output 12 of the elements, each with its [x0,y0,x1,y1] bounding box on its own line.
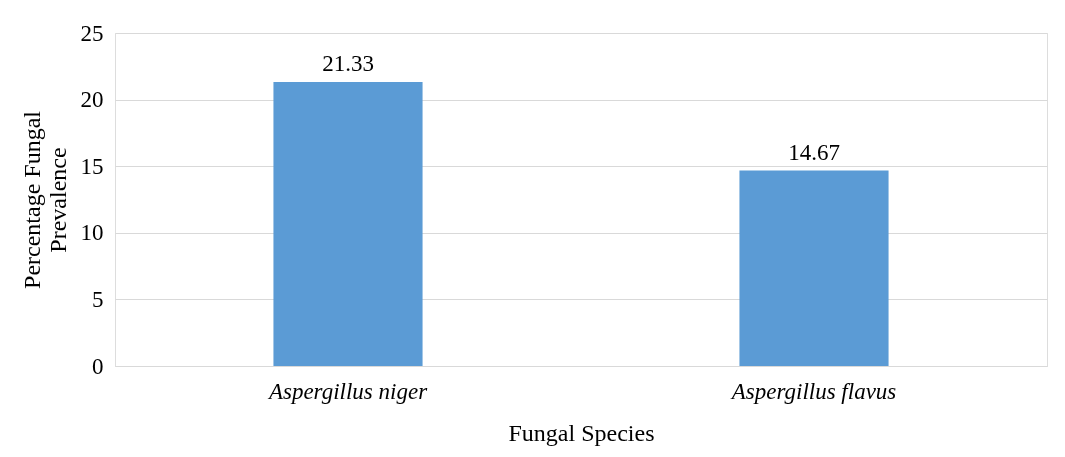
y-tick-label: 15 [80,153,104,179]
y-tick-label: 25 [80,20,104,46]
data-label: 14.67 [788,139,840,165]
data-label: 21.33 [322,50,374,76]
x-axis-title: Fungal Species [508,419,655,446]
y-tick-label: 0 [92,353,104,379]
y-tick-label: 10 [80,220,104,246]
y-tick-label: 5 [92,286,104,312]
x-tick-label: Aspergillus flavus [729,378,897,404]
y-axis-title: Percentage Fungal Prevalence [18,110,71,289]
x-tick-label: Aspergillus niger [266,378,429,404]
y-tick-label: 20 [80,87,104,113]
